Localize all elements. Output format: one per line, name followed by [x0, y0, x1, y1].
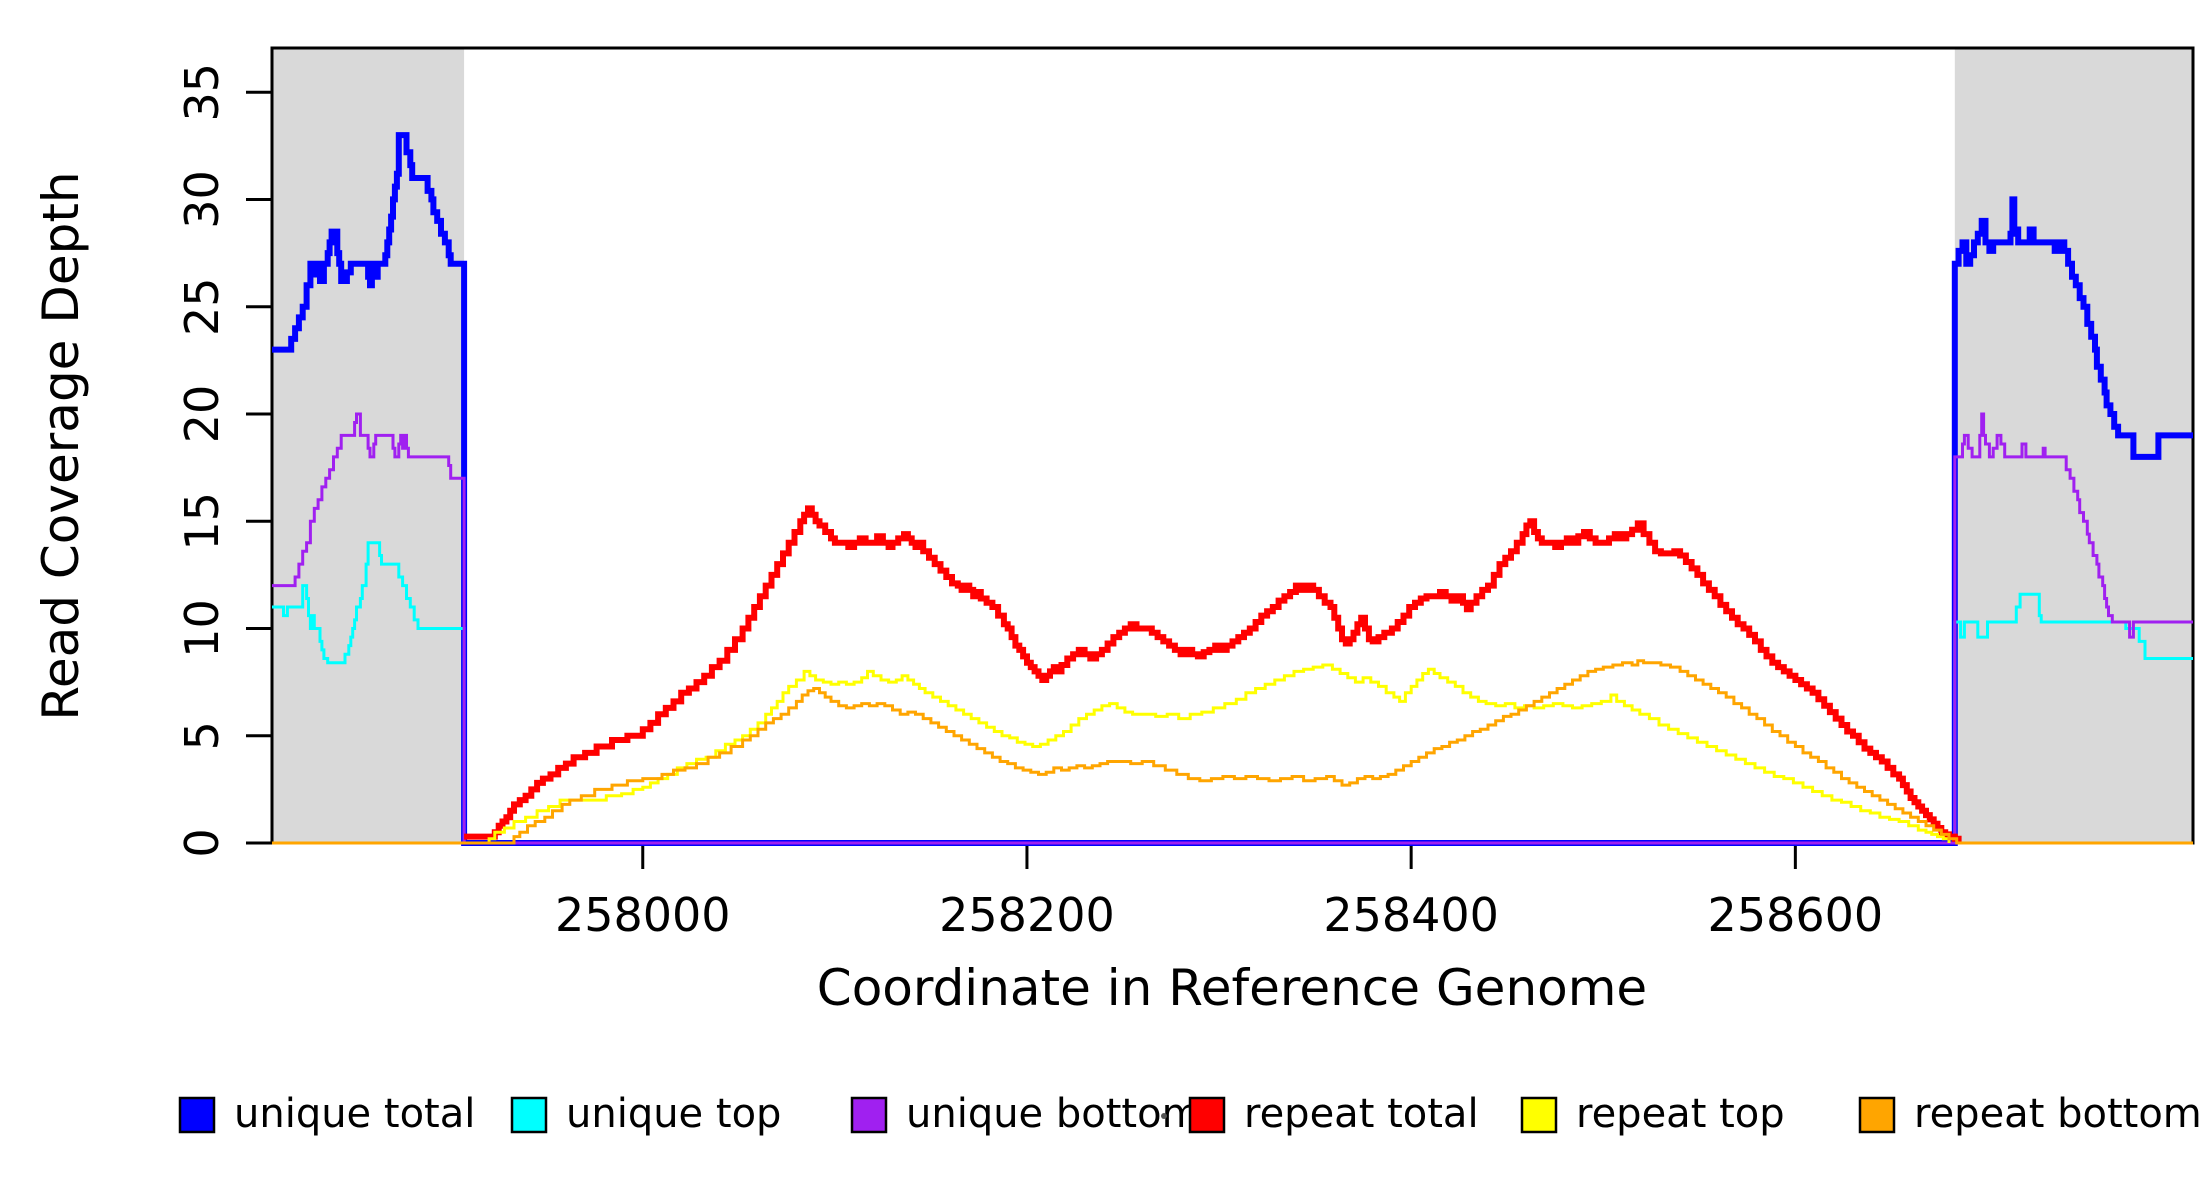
plot-layers: 258000 258200 258400 258600 0 5 10 15 20 25 30 35 [175, 46, 2195, 942]
legend: unique total unique top unique bottom repea… [178, 1091, 2200, 1137]
series-repeat-bottom-line [272, 659, 2193, 845]
legend-label-unique-total: unique total [234, 1091, 475, 1137]
legend-label-repeat-top: repeat top [1576, 1091, 1785, 1137]
x-axis-tick-label: 258600 [1708, 888, 1884, 942]
y-axis-tick-label: 30 [175, 170, 229, 229]
legend-swatch-repeat-bottom [1858, 1096, 1896, 1134]
legend-swatch-unique-top [510, 1096, 548, 1134]
series-unique-bottom-line [272, 412, 2193, 845]
plot-border [270, 46, 2195, 845]
legend-swatch-repeat-total [1188, 1096, 1226, 1134]
y-axis-tick-label: 15 [175, 492, 229, 551]
legend-item-unique-top: unique top [510, 1091, 781, 1137]
legend-item-repeat-bottom: repeat bottom [1858, 1091, 2200, 1137]
y-axis-title: Read Coverage Depth [32, 171, 90, 720]
x-axis-title: Coordinate in Reference Genome [817, 959, 1647, 1017]
series-repeat-total-line [464, 505, 1962, 843]
x-axis-tick-label: 258000 [555, 888, 731, 942]
legend-item-unique-bottom: unique bottom [850, 1091, 1201, 1137]
legend-item-repeat-total: repeat total [1188, 1091, 1479, 1137]
y-axis-tick-label: 5 [175, 721, 229, 750]
y-axis-tick-label: 0 [175, 828, 229, 857]
y-axis-tick-label: 35 [175, 63, 229, 122]
series-repeat-top-line [464, 663, 1951, 845]
legend-swatch-repeat-top [1520, 1096, 1558, 1134]
masked-region-right [1954, 48, 2193, 843]
stray-dot [1161, 1113, 1167, 1119]
y-axis-tick-label: 20 [175, 385, 229, 444]
series-unique-top-line [272, 541, 2193, 845]
legend-label-unique-bottom: unique bottom [906, 1091, 1201, 1137]
x-axis-tick-label: 258400 [1323, 888, 1499, 942]
x-axis-tick-label: 258200 [939, 888, 1115, 942]
legend-item-repeat-top: repeat top [1520, 1091, 1785, 1137]
y-axis-tick-label: 25 [175, 277, 229, 336]
y-axis-tick-label: 10 [175, 599, 229, 658]
legend-swatch-unique-bottom [850, 1096, 888, 1134]
legend-label-unique-top: unique top [566, 1091, 781, 1137]
series-unique-total-line [272, 132, 2193, 846]
legend-label-repeat-total: repeat total [1244, 1091, 1479, 1137]
legend-item-unique-total: unique total [178, 1091, 475, 1137]
legend-swatch-unique-total [178, 1096, 216, 1134]
legend-label-repeat-bottom: repeat bottom [1914, 1091, 2200, 1137]
